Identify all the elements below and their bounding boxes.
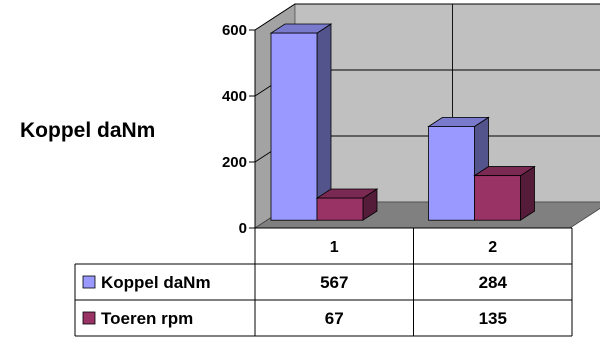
bar [474,175,521,221]
y-tick-label: 400 [222,88,247,105]
data-value-cell: 567 [320,273,348,292]
y-tick-label: 200 [222,154,247,171]
bar [270,32,318,221]
legend-swatch [82,275,96,289]
bar [316,197,364,221]
x-category-label: 1 [330,239,339,256]
x-category-label: 2 [488,239,497,256]
data-value-cell: 284 [479,273,508,292]
legend-label: Koppel daNm [101,273,211,292]
gridline [254,3,600,31]
data-value-cell: 67 [325,309,344,328]
legend-label: Toeren rpm [101,309,193,328]
data-table: 1 2 Koppel daNm 567 284 Toeren rpm 67 135 [74,227,573,337]
y-tick-label: 600 [222,22,247,39]
bar-marks [269,23,536,221]
y-axis-title: Koppel daNm [20,119,155,142]
bar [428,126,475,221]
legend-swatch [82,311,96,325]
y-tick-label: 0 [239,220,247,237]
data-value-cell: 135 [479,309,507,328]
y-axis: 0 200 400 600 [222,22,256,237]
